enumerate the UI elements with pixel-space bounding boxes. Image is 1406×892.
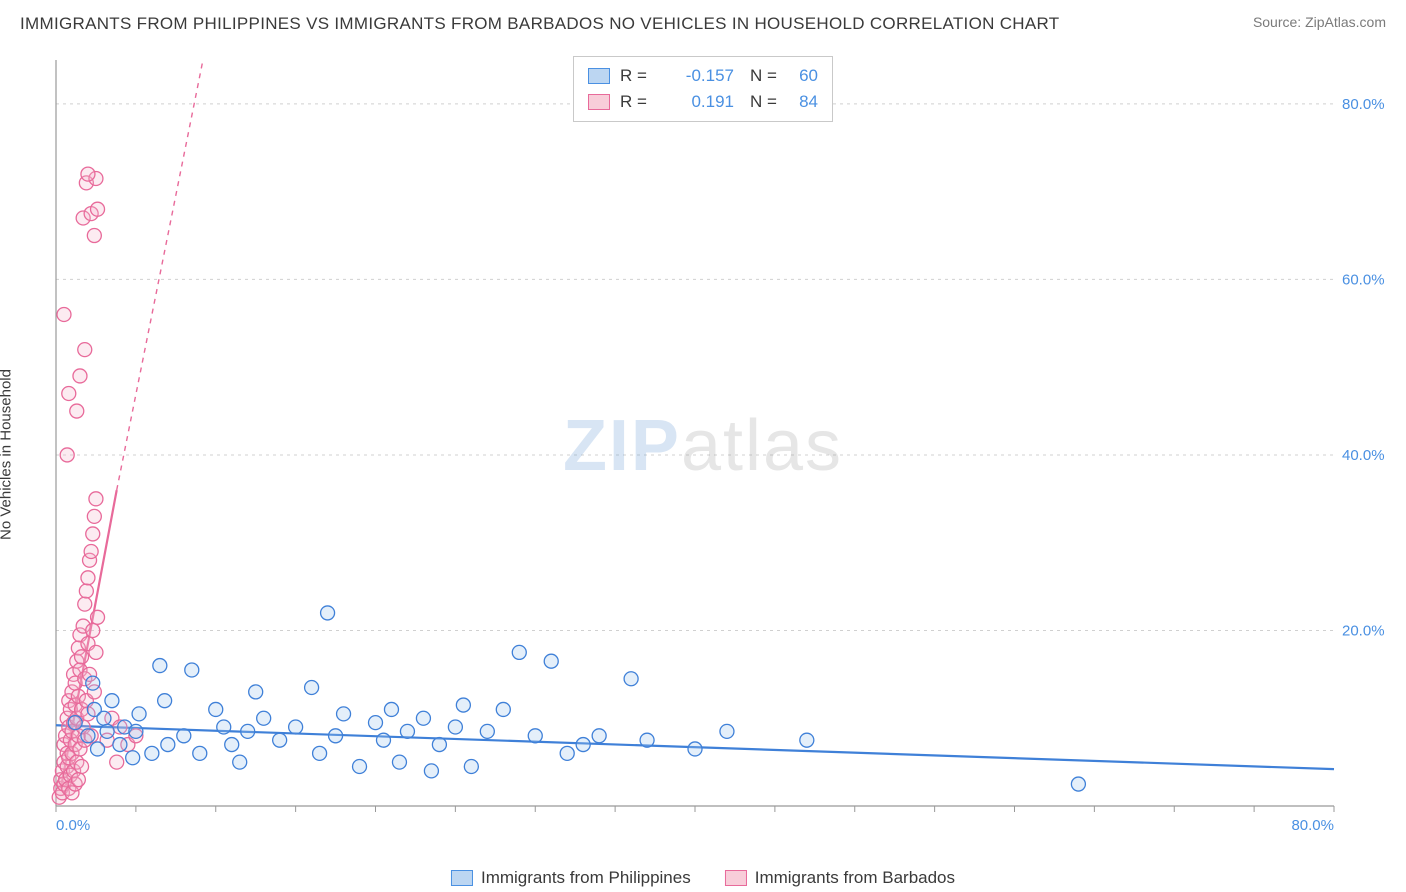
scatter-chart: 20.0% 40.0% 60.0% 80.0% 0.0% 80.0% <box>46 54 1392 846</box>
legend-label-philippines: Immigrants from Philippines <box>481 868 691 888</box>
legend-item-barbados: Immigrants from Barbados <box>725 868 955 888</box>
n-label: N = <box>744 66 778 86</box>
n-value-philippines: 60 <box>788 66 818 86</box>
r-label: R = <box>620 66 654 86</box>
svg-text:80.0%: 80.0% <box>1342 96 1385 113</box>
source-attribution: Source: ZipAtlas.com <box>1253 14 1386 30</box>
swatch-barbados-icon <box>725 870 747 886</box>
series-legend: Immigrants from Philippines Immigrants f… <box>451 868 955 888</box>
swatch-philippines-icon <box>451 870 473 886</box>
r-label: R = <box>620 92 654 112</box>
svg-text:20.0%: 20.0% <box>1342 622 1385 639</box>
svg-text:80.0%: 80.0% <box>1291 817 1334 834</box>
svg-text:0.0%: 0.0% <box>56 817 90 834</box>
correlation-legend: R = -0.157 N = 60 R = 0.191 N = 84 <box>573 56 833 122</box>
r-value-philippines: -0.157 <box>664 66 734 86</box>
svg-text:60.0%: 60.0% <box>1342 271 1385 288</box>
legend-row-barbados: R = 0.191 N = 84 <box>588 89 818 115</box>
legend-row-philippines: R = -0.157 N = 60 <box>588 63 818 89</box>
n-label: N = <box>744 92 778 112</box>
legend-label-barbados: Immigrants from Barbados <box>755 868 955 888</box>
legend-item-philippines: Immigrants from Philippines <box>451 868 691 888</box>
swatch-barbados <box>588 94 610 110</box>
y-axis-label: No Vehicles in Household <box>0 369 15 540</box>
swatch-philippines <box>588 68 610 84</box>
r-value-barbados: 0.191 <box>664 92 734 112</box>
chart-header: IMMIGRANTS FROM PHILIPPINES VS IMMIGRANT… <box>0 0 1406 54</box>
chart-title: IMMIGRANTS FROM PHILIPPINES VS IMMIGRANT… <box>20 14 1059 34</box>
svg-text:40.0%: 40.0% <box>1342 447 1385 464</box>
n-value-barbados: 84 <box>788 92 818 112</box>
